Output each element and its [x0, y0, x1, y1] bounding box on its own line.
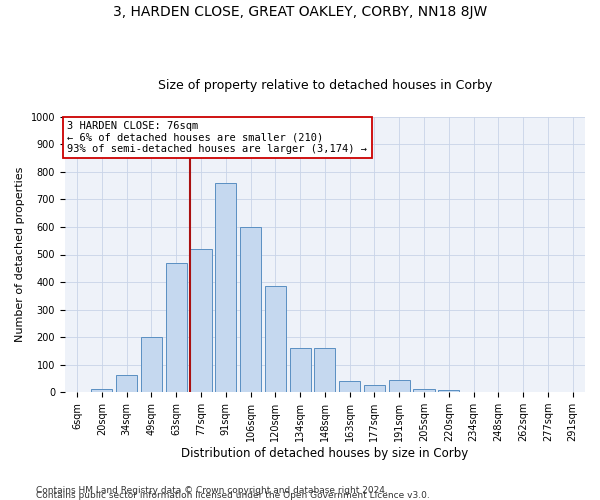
Bar — [265, 286, 286, 392]
Bar — [389, 380, 410, 392]
Bar — [240, 227, 261, 392]
Bar — [314, 348, 335, 392]
Bar — [364, 384, 385, 392]
Title: Size of property relative to detached houses in Corby: Size of property relative to detached ho… — [158, 79, 492, 92]
Text: 3 HARDEN CLOSE: 76sqm
← 6% of detached houses are smaller (210)
93% of semi-deta: 3 HARDEN CLOSE: 76sqm ← 6% of detached h… — [67, 121, 367, 154]
Bar — [215, 183, 236, 392]
Bar — [116, 375, 137, 392]
Bar — [413, 388, 434, 392]
X-axis label: Distribution of detached houses by size in Corby: Distribution of detached houses by size … — [181, 447, 469, 460]
Bar — [290, 348, 311, 392]
Text: Contains public sector information licensed under the Open Government Licence v3: Contains public sector information licen… — [36, 491, 430, 500]
Text: 3, HARDEN CLOSE, GREAT OAKLEY, CORBY, NN18 8JW: 3, HARDEN CLOSE, GREAT OAKLEY, CORBY, NN… — [113, 5, 487, 19]
Bar — [190, 249, 212, 392]
Bar — [141, 337, 162, 392]
Bar — [339, 380, 360, 392]
Y-axis label: Number of detached properties: Number of detached properties — [15, 167, 25, 342]
Bar — [166, 263, 187, 392]
Bar — [438, 390, 459, 392]
Bar — [91, 388, 112, 392]
Text: Contains HM Land Registry data © Crown copyright and database right 2024.: Contains HM Land Registry data © Crown c… — [36, 486, 388, 495]
